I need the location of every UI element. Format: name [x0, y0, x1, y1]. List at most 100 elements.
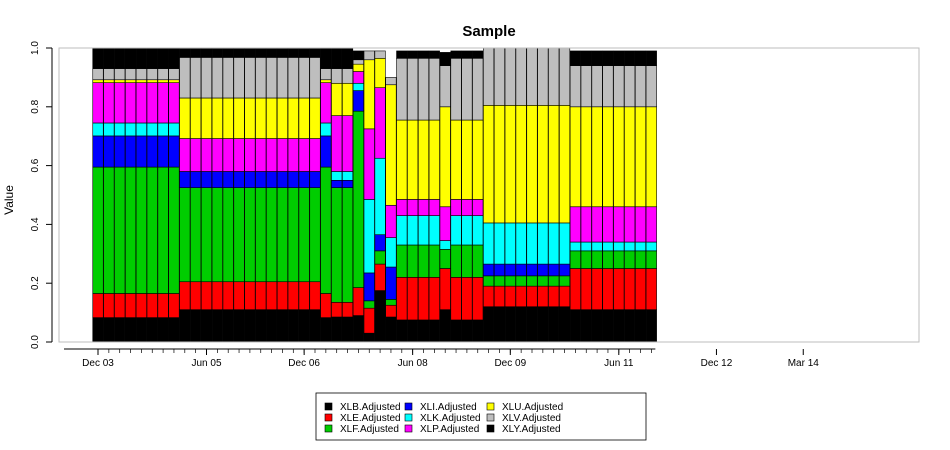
bar-segment	[526, 222, 538, 265]
bar-segment	[580, 50, 592, 66]
bar-segment	[168, 135, 180, 168]
bar-segment	[374, 263, 386, 291]
legend-swatch	[324, 424, 333, 433]
bar-segment	[526, 306, 538, 343]
bar-segment	[309, 57, 321, 99]
bar-segment	[244, 48, 256, 58]
bar-stack	[103, 47, 115, 343]
bar-segment	[569, 250, 581, 269]
bar-segment	[309, 48, 321, 58]
bar-segment	[331, 171, 343, 181]
bar-stack	[146, 47, 158, 343]
bar-segment	[135, 47, 147, 69]
bar-segment	[526, 275, 538, 287]
bar-segment	[92, 317, 104, 343]
bar-segment	[548, 47, 560, 106]
bar-segment	[244, 138, 256, 172]
bar-segment	[580, 106, 592, 208]
bar-segment	[407, 50, 419, 59]
bar-segment	[331, 302, 343, 318]
bar-segment	[168, 82, 180, 124]
bar-segment	[287, 57, 299, 99]
x-tick-label: Jun 05	[191, 358, 221, 369]
bar-segment	[548, 275, 560, 287]
bar-segment	[309, 281, 321, 310]
bar-segment	[591, 206, 603, 243]
bar-stack	[428, 50, 440, 343]
bar-segment	[190, 57, 202, 99]
bar-segment	[396, 319, 408, 343]
bar-segment	[537, 105, 549, 224]
x-tick-label: Dec 03	[82, 358, 114, 369]
bar-segment	[146, 135, 158, 168]
bar-segment	[374, 157, 386, 235]
bar-stack	[341, 47, 354, 343]
bar-segment	[385, 204, 397, 238]
bar-segment	[190, 281, 202, 310]
legend-label: XLY.Adjusted	[502, 424, 561, 435]
bar-stack	[548, 47, 560, 343]
bar-segment	[634, 268, 647, 310]
bar-segment	[461, 57, 473, 121]
bar-segment	[645, 65, 657, 108]
bar-segment	[352, 110, 364, 288]
bar-segment	[168, 317, 180, 343]
bar-segment	[190, 48, 202, 58]
bar-segment	[157, 68, 169, 81]
bar-segment	[472, 50, 484, 59]
bar-segment	[580, 250, 592, 269]
bar-stack	[287, 48, 299, 343]
bar-segment	[233, 187, 245, 283]
bar-segment	[233, 48, 245, 58]
bar-segment	[483, 275, 495, 287]
bar-segment	[287, 138, 299, 172]
bar-segment	[526, 47, 538, 106]
bar-stack	[613, 50, 625, 343]
bar-segment	[537, 285, 549, 308]
bar-stack	[634, 50, 647, 343]
bar-segment	[526, 105, 538, 224]
bar-segment	[331, 115, 343, 172]
bar-segment	[331, 82, 343, 116]
bar-segment	[472, 199, 484, 216]
bar-segment	[331, 316, 343, 343]
bar-segment	[211, 309, 223, 343]
bar-segment	[569, 206, 581, 243]
bar-segment	[244, 171, 256, 188]
bar-segment	[634, 241, 647, 252]
bar-segment	[602, 106, 614, 208]
bar-stack	[352, 50, 364, 343]
bar-segment	[385, 84, 397, 206]
bar-stack	[591, 50, 603, 343]
bar-segment	[439, 52, 451, 66]
bar-segment	[179, 48, 191, 58]
legend-label: XLP.Adjusted	[420, 424, 479, 435]
bar-segment	[266, 138, 278, 172]
bar-segment	[396, 215, 408, 246]
bar-segment	[352, 315, 364, 343]
bar-stack	[483, 47, 495, 343]
bar-segment	[266, 187, 278, 283]
bar-segment	[417, 244, 430, 278]
bar-segment	[233, 138, 245, 172]
bar-stack	[266, 48, 278, 343]
bar-segment	[407, 319, 419, 343]
bar-stack	[179, 48, 191, 343]
bar-stack	[439, 52, 451, 343]
bar-segment	[233, 57, 245, 99]
y-tick-label: 0.0	[30, 335, 41, 349]
bar-segment	[200, 138, 213, 172]
bar-segment	[624, 268, 636, 310]
bar-segment	[125, 82, 137, 124]
bar-segment	[222, 187, 234, 283]
bar-stack	[385, 77, 397, 343]
bar-segment	[624, 50, 636, 66]
bar-segment	[320, 68, 332, 81]
bar-segment	[526, 285, 538, 308]
bar-stack	[580, 50, 592, 343]
chart-title: Sample	[462, 23, 515, 40]
bar-segment	[200, 281, 213, 310]
bar-segment	[472, 244, 484, 278]
bar-segment	[396, 57, 408, 121]
